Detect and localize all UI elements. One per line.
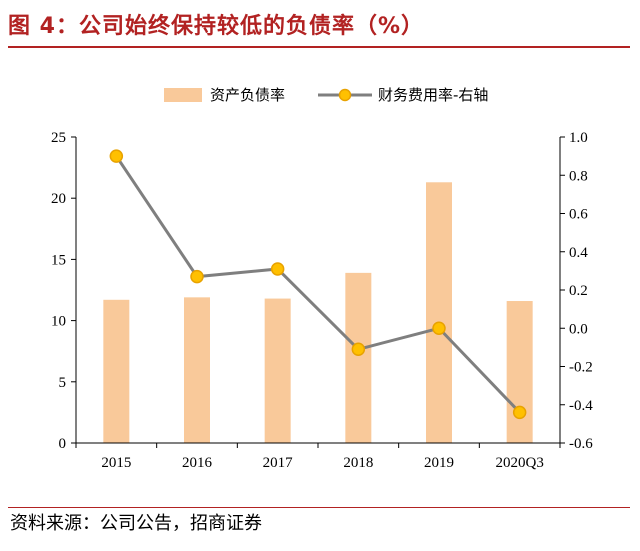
legend-line-marker xyxy=(338,88,352,102)
right-tick-label: 0.6 xyxy=(569,207,588,223)
tick-labels: 0 5 10 15 20 25 -0.6 -0.4 -0.2 0.0 0.2 0.4 0.6 0.8 1.0… xyxy=(51,130,593,471)
footer-divider xyxy=(8,507,630,508)
legend-bar-label: 资产负债率 xyxy=(210,86,285,104)
source-note: 资料来源：公司公告，招商证券 xyxy=(10,513,262,534)
right-tick-label: -0.2 xyxy=(569,360,593,376)
line-point-2019 xyxy=(432,321,446,335)
figure-title-text: 图 4：公司始终保持较低的负债率（%） xyxy=(8,14,425,39)
bar-series xyxy=(103,182,533,443)
x-tick-label: 2017 xyxy=(263,455,294,471)
x-tick-label: 2020Q3 xyxy=(495,455,543,471)
legend-line-label: 财务费用率-右轴 xyxy=(378,86,488,104)
bar-2015 xyxy=(103,299,130,443)
left-tick-label: 10 xyxy=(51,314,66,330)
figure-title: 图 4：公司始终保持较低的负债率（%） xyxy=(8,10,630,44)
axes xyxy=(71,136,565,448)
bar-2019 xyxy=(426,182,452,443)
line-path xyxy=(115,155,521,414)
title-divider xyxy=(8,46,630,48)
bar-2020Q3 xyxy=(506,301,533,443)
left-tick-label: 20 xyxy=(51,191,66,207)
x-tick-label: 2019 xyxy=(424,455,454,471)
bar-2016 xyxy=(184,297,210,443)
bar-2017 xyxy=(264,298,291,443)
right-tick-label: 1.0 xyxy=(569,130,588,146)
line-point-2017 xyxy=(270,262,285,276)
x-tick-label: 2015 xyxy=(101,455,131,471)
line-point-2016 xyxy=(190,269,204,284)
line-series xyxy=(109,149,527,420)
left-tick-label: 0 xyxy=(59,436,67,452)
right-tick-label: 0.4 xyxy=(569,245,588,261)
line-point-2018 xyxy=(351,342,366,357)
x-tick-label: 2016 xyxy=(182,455,213,471)
legend-bar-swatch xyxy=(164,88,202,102)
line-point-2020Q3 xyxy=(512,405,527,420)
right-tick-label: -0.4 xyxy=(569,398,593,414)
line-point-2015 xyxy=(109,149,124,163)
legend: 资产负债率 财务费用率-右轴 xyxy=(164,86,488,104)
left-tick-label: 15 xyxy=(51,252,66,268)
x-tick-label: 2018 xyxy=(343,455,373,471)
right-tick-label: 0.2 xyxy=(569,283,588,299)
left-tick-label: 25 xyxy=(51,130,66,146)
left-tick-label: 5 xyxy=(59,375,67,391)
right-tick-label: 0.8 xyxy=(569,168,588,184)
right-tick-label: 0.0 xyxy=(569,321,588,337)
right-tick-label: -0.6 xyxy=(569,436,593,452)
bar-2018 xyxy=(345,272,372,443)
